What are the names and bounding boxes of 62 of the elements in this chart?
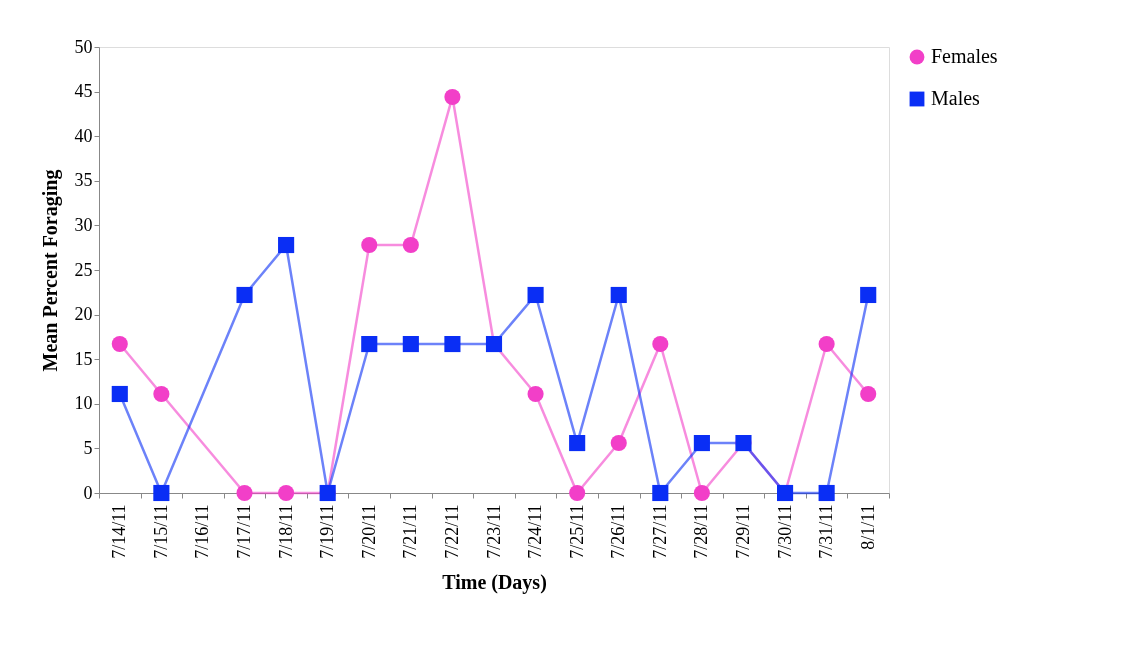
- x-tick-label: 7/26/11: [608, 504, 629, 559]
- x-tick-label: 7/24/11: [525, 504, 546, 559]
- point: [278, 484, 295, 502]
- y-tick-label: 15: [74, 348, 93, 369]
- x-tick-label: 7/30/11: [774, 504, 795, 559]
- x-tick-label: 7/20/11: [358, 504, 379, 559]
- y-tick-label: 20: [74, 304, 93, 325]
- y-tick-label: 50: [74, 36, 93, 57]
- x-tick-label: 7/21/11: [400, 504, 421, 559]
- point: [402, 236, 419, 254]
- x-tick-label: 7/14/11: [109, 504, 130, 559]
- point: [652, 335, 669, 353]
- x-tick-label: 7/23/11: [483, 504, 504, 559]
- point: [569, 434, 586, 452]
- x-tick-label: 7/28/11: [691, 504, 712, 559]
- y-tick-label: 10: [74, 393, 93, 414]
- point: [361, 335, 378, 353]
- y-tick-label: 35: [74, 170, 93, 191]
- point: [652, 484, 669, 502]
- y-tick-label: 30: [74, 214, 93, 235]
- x-tick-label: 7/29/11: [732, 504, 753, 559]
- y-tick-label: 25: [74, 259, 93, 280]
- y-tick-label: 40: [74, 125, 93, 146]
- y-tick-label: 0: [83, 482, 93, 503]
- point: [860, 286, 877, 304]
- y-tick-label: 5: [83, 437, 93, 458]
- point: [153, 484, 170, 502]
- point: [402, 335, 419, 353]
- point: [860, 385, 877, 403]
- point: [361, 236, 378, 254]
- x-axis-title: Time (Days): [442, 570, 547, 594]
- y-tick-label: 45: [74, 81, 93, 102]
- point: [610, 435, 627, 452]
- x-tick-label: 7/18/11: [275, 504, 296, 559]
- x-tick-label: 8/1/11: [857, 504, 878, 550]
- point: [444, 335, 461, 353]
- x-tick-label: 7/19/11: [317, 504, 338, 559]
- point: [693, 484, 710, 502]
- point: [818, 335, 835, 353]
- point: [818, 484, 835, 502]
- point: [236, 484, 253, 502]
- x-tick-label: 7/31/11: [816, 504, 837, 559]
- x-tick-label: 7/16/11: [192, 504, 213, 559]
- x-tick-label: 7/22/11: [441, 504, 462, 559]
- y-axis-title: Mean Percent Foraging: [38, 169, 62, 372]
- legend-label: Females: [931, 45, 998, 67]
- x-tick-label: 7/15/11: [150, 504, 171, 559]
- point: [569, 484, 586, 502]
- point: [111, 335, 128, 353]
- x-tick-label: 7/25/11: [566, 504, 587, 559]
- point: [278, 236, 295, 254]
- point: [527, 385, 544, 403]
- point: [610, 286, 627, 304]
- x-tick-label: 7/27/11: [649, 504, 670, 559]
- point: [693, 434, 710, 452]
- point: [527, 286, 544, 304]
- legend-label: Males: [931, 87, 981, 109]
- point: [236, 286, 253, 304]
- point: [153, 385, 170, 403]
- x-tick-label: 7/17/11: [234, 504, 255, 559]
- point: [444, 88, 461, 105]
- point: [111, 385, 128, 403]
